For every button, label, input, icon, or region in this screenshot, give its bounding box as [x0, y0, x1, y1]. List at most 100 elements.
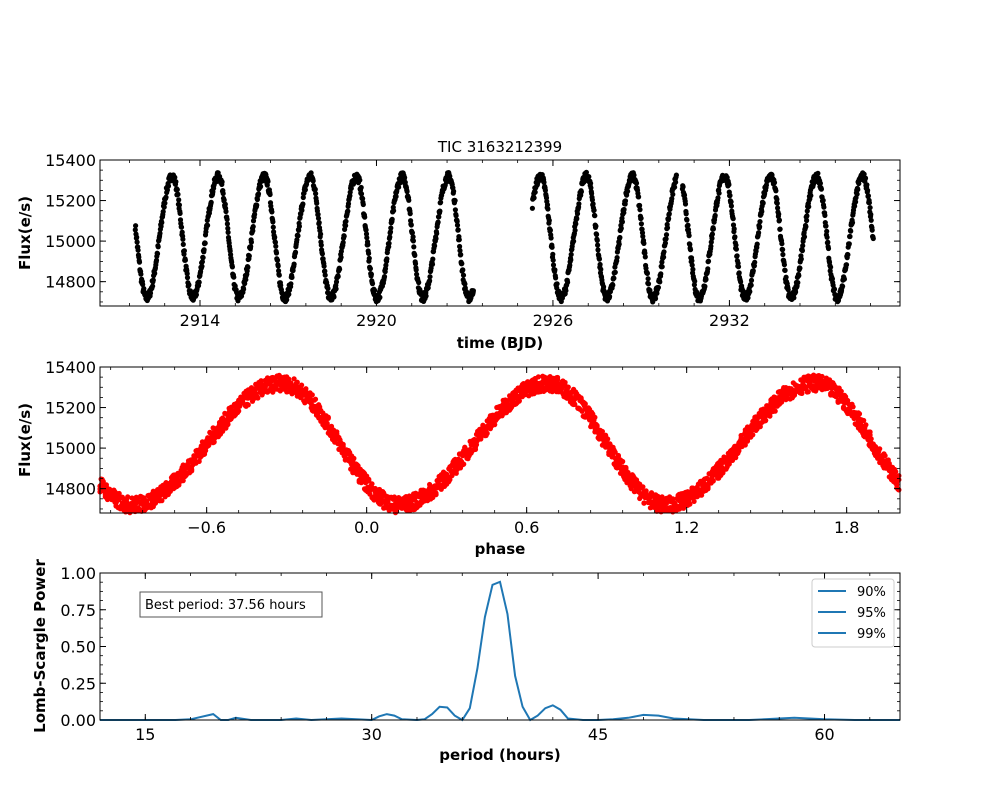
light-curve-point — [712, 212, 718, 219]
phase-folded-point — [819, 373, 825, 380]
light-curve-point — [595, 247, 601, 253]
light-curve-point — [454, 222, 461, 228]
light-curve-point — [300, 201, 306, 207]
phase-folded-point — [640, 484, 646, 490]
light-curve-point — [864, 182, 870, 188]
light-curve-point — [708, 243, 714, 249]
light-curve-point — [345, 201, 352, 207]
phase-folded-point — [258, 378, 264, 384]
light-curve-point — [181, 248, 187, 254]
phase-folded-xtick-label: −0.6 — [187, 518, 226, 537]
light-curve-point — [178, 224, 185, 230]
phase-folded-point — [211, 439, 217, 445]
phase-folded-point — [896, 487, 902, 493]
light-curve-point — [661, 254, 667, 260]
legend-label: 90% — [857, 585, 886, 600]
light-curve-point — [338, 254, 344, 260]
light-curve-point — [636, 194, 642, 200]
light-curve-point — [610, 282, 616, 288]
light-curve-point — [224, 221, 230, 227]
light-curve-point — [248, 243, 254, 250]
light-curve-point — [163, 194, 169, 200]
light-curve-point — [372, 287, 378, 293]
light-curve-point — [710, 226, 717, 232]
light-curve-point — [804, 217, 810, 224]
light-curve-point — [341, 233, 347, 239]
light-curve-point — [412, 261, 419, 267]
light-curve-point — [453, 213, 459, 219]
light-curve-point — [846, 241, 852, 247]
light-curve-ticks: 2914 2920 2926 2932 14800 15000 15200 15400 — [45, 151, 900, 330]
periodogram-panel: 15 30 45 60 0.00 0.25 0.50 0.75 1.00 period (hou… — [31, 559, 901, 764]
light-curve-point — [414, 271, 420, 277]
periodogram-ytick-label: 1.00 — [60, 564, 96, 583]
periodogram-xtick-label: 45 — [588, 725, 608, 744]
light-curve-ytick-label: 15000 — [45, 232, 96, 251]
light-curve-point — [776, 211, 782, 217]
light-curve-point — [272, 239, 278, 245]
light-curve-point — [252, 211, 258, 217]
light-curve-point — [616, 241, 622, 247]
light-curve-point — [384, 256, 390, 262]
light-curve-point — [732, 234, 738, 240]
light-curve-point — [774, 196, 780, 202]
light-curve-point — [364, 235, 370, 241]
light-curve-point — [155, 244, 161, 250]
phase-folded-point — [366, 476, 372, 482]
light-curve-point — [219, 179, 225, 185]
light-curve-point — [314, 200, 320, 206]
light-curve-point — [180, 241, 186, 247]
light-curve-point — [388, 225, 394, 231]
light-curve-point — [138, 271, 144, 277]
light-curve-point — [272, 234, 278, 240]
light-curve-ytick-label: 15400 — [45, 151, 96, 170]
phase-folded-point — [705, 486, 711, 492]
light-curve-point — [275, 263, 281, 269]
light-curve-point — [294, 237, 300, 243]
light-curve-point — [865, 187, 871, 193]
phase-folded-point — [294, 379, 300, 385]
light-curve-point — [184, 275, 191, 281]
light-curve-point — [642, 250, 648, 256]
light-curve-point — [773, 188, 779, 194]
phase-folded-point — [750, 432, 756, 438]
light-curve-point — [221, 197, 227, 203]
light-curve-point — [179, 229, 185, 235]
light-curve-point — [633, 180, 640, 186]
light-curve-point — [752, 259, 758, 265]
light-curve-point — [267, 191, 273, 198]
light-curve-point — [316, 220, 322, 226]
light-curve-point — [154, 251, 161, 257]
light-curve-point — [735, 264, 742, 270]
light-curve-point — [785, 287, 791, 293]
light-curve-point — [594, 237, 600, 243]
light-curve-point — [248, 239, 254, 245]
light-curve-point — [855, 186, 861, 193]
light-curve-point — [825, 239, 831, 245]
light-curve-ytick-label: 15200 — [45, 192, 96, 211]
phase-folded-point — [850, 404, 856, 410]
light-curve-point — [322, 268, 328, 274]
light-curve-point — [815, 170, 821, 176]
light-curve-point — [848, 228, 854, 234]
light-curve-point — [734, 253, 740, 259]
light-curve-point — [831, 286, 838, 292]
phase-folded-point — [324, 422, 330, 428]
light-curve-point — [367, 266, 373, 272]
light-curve-point — [135, 247, 141, 253]
light-curve-point — [175, 191, 181, 197]
light-curve-point — [847, 233, 853, 240]
phase-folded-point — [572, 401, 578, 407]
phase-folded-ticks: −0.6 0.0 0.6 1.2 1.8 14800 15000 15200 15400 — [45, 358, 900, 537]
light-curve-point — [340, 239, 346, 246]
light-curve-point — [548, 235, 554, 241]
light-curve-point — [313, 191, 319, 197]
light-curve-point — [728, 203, 735, 209]
light-curve-point — [363, 227, 369, 233]
phase-folded-point — [351, 455, 357, 461]
phase-folded-point — [189, 468, 195, 474]
light-curve-point — [771, 180, 778, 186]
light-curve-point — [201, 247, 207, 253]
light-curve-point — [565, 279, 571, 285]
light-curve-point — [312, 186, 318, 192]
